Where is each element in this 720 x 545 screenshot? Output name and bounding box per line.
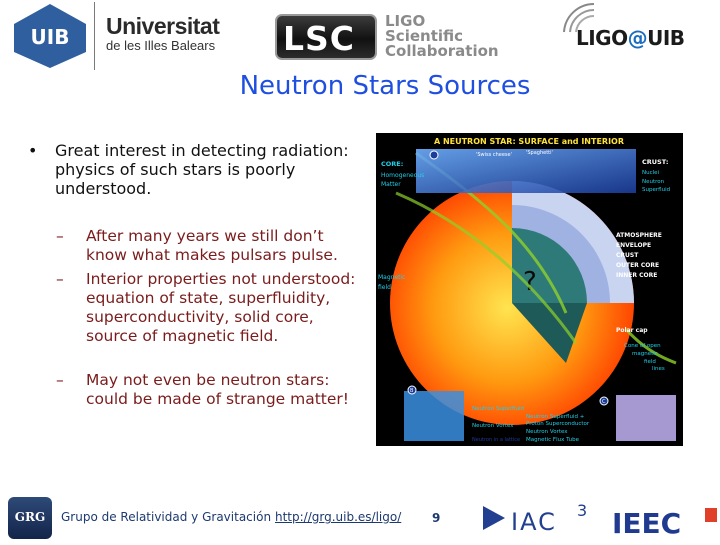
inset-c-marker-icon — [599, 396, 609, 406]
iac-superscript: 3 — [577, 501, 587, 520]
footer-group-name: Grupo de Relatividad y Gravitación — [61, 510, 272, 524]
field-line — [395, 191, 578, 344]
field-line — [624, 328, 677, 365]
cone-label-line1: Cone of open — [624, 343, 661, 349]
sub-bullet-marker: – — [56, 227, 64, 245]
figure-title-bar — [376, 133, 683, 149]
lsc-name-line1: LIGO — [385, 12, 426, 30]
inset-b-label: B — [410, 388, 414, 394]
magnetic-field-label-line2: field — [378, 284, 391, 291]
lsc-name-line3: Collaboration — [385, 42, 499, 60]
bullet-marker: • — [28, 141, 38, 160]
uib-logo: UIB — [10, 2, 90, 70]
figure-title: A NEUTRON STAR: SURFACE and INTERIOR — [434, 137, 624, 146]
university-name: Universitat de les Illes Balears — [106, 13, 220, 54]
cone-label-line3: field — [644, 359, 656, 365]
interior-banner — [416, 149, 636, 193]
crust-desc-line1: Nuclei — [642, 170, 660, 176]
footer-link[interactable]: http://grg.uib.es/ligo/ — [275, 510, 402, 524]
ligo-uib-prefix: LIGO — [576, 26, 628, 50]
iac3-logo: IAC 3 — [481, 498, 591, 538]
university-name-line1: Universitat — [106, 13, 220, 39]
ligo-uib-suffix: UIB — [647, 26, 685, 50]
ligo-uib-at: @ — [627, 26, 648, 50]
proton-superconductor-label: Proton Superconductor — [526, 421, 590, 427]
crust-label: CRUST: — [642, 158, 668, 166]
ligo-uib-logo: LIGO@UIB — [556, 2, 716, 62]
inset-b-box — [404, 391, 464, 441]
neutron-lattice-label: Neutron in a lattice — [472, 437, 520, 443]
header-divider — [94, 2, 95, 70]
lsc-logo-text: LSC — [283, 19, 356, 58]
inner-core-layer — [512, 228, 587, 303]
crust-desc-line2: Neutron — [642, 179, 665, 185]
layer-label: OUTER CORE — [616, 262, 659, 269]
inset-c-box — [616, 395, 676, 441]
ligo-uib-arcs-icon — [563, 2, 595, 33]
inset-c-label: C — [602, 399, 606, 405]
layer-label: CRUST — [616, 252, 639, 259]
lsc-logo-box: LSC — [275, 14, 377, 60]
neutron-vortex-label: Neutron Vortex — [472, 423, 514, 429]
neutron-superfluid-label: Neutron Superfluid — [472, 406, 524, 412]
university-name-line2: de les Illes Balears — [106, 38, 216, 53]
core-desc-line2: Matter — [381, 181, 401, 188]
lsc-name-line2: Scientific — [385, 27, 464, 45]
sub-bullet-marker: – — [56, 270, 64, 288]
ligo-uib-text: LIGO@UIB — [576, 26, 685, 50]
core-label: CORE: — [381, 160, 403, 168]
ieec-logo-text: IEEC — [612, 507, 681, 540]
iac-logo-text: IAC — [511, 508, 557, 536]
grg-logo-text: GRG — [14, 510, 46, 524]
crust-desc-line3: Superfluid — [642, 187, 670, 193]
pasta-label-1: 'Swiss cheese' — [476, 152, 512, 158]
ieec-logo: IEEC — [612, 500, 720, 540]
neutron-vortex-2-label: Neutron Vortex — [526, 429, 568, 435]
core-desc-line1: Homogeneous — [381, 172, 424, 179]
core-wedge-shadow — [512, 303, 587, 363]
iac-arrow-icon — [483, 506, 505, 530]
layer-label: ENVELOPE — [616, 242, 651, 249]
bullet-text: Great interest in detecting radiation: p… — [55, 141, 349, 198]
lsc-logo: LSC LIGO Scientific Collaboration — [275, 12, 515, 68]
neutron-star-figure: ? A NEUTRON STAR: SURFACE and INTERIOR C… — [376, 133, 683, 446]
lsc-name: LIGO Scientific Collaboration — [385, 14, 499, 59]
page-number: 9 — [432, 511, 441, 525]
neutron-superfluid-plus-label: Neutron Superfluid + — [526, 414, 585, 420]
sub-bullet-text: May not even be neutron stars: could be … — [86, 371, 349, 408]
grg-logo: GRG — [8, 497, 52, 539]
sub-bullet-text: Interior properties not understood: equa… — [86, 270, 356, 345]
polar-cap-label: Polar cap — [616, 327, 648, 334]
uib-logo-text: UIB — [31, 25, 70, 49]
layer-label: INNER CORE — [616, 272, 657, 279]
cone-label-line2: magnetic — [632, 351, 658, 357]
pasta-label-2: 'Spaghetti' — [526, 150, 553, 156]
slide-title: Neutron Stars Sources — [239, 71, 531, 101]
ieec-mark-icon — [705, 508, 717, 522]
sub-bullet-marker: – — [56, 371, 64, 389]
magnetic-flux-tube-label: Magnetic Flux Tube — [526, 437, 580, 443]
banner-marker-icon — [429, 150, 439, 160]
sub-bullet-text: After many years we still don’t know wha… — [86, 227, 338, 264]
cone-label-line4: lines — [652, 366, 665, 372]
magnetic-field-label-line1: Magnetic — [378, 274, 405, 281]
layer-label: ATMOSPHERE — [616, 232, 662, 239]
inset-b-marker-icon — [407, 385, 417, 395]
